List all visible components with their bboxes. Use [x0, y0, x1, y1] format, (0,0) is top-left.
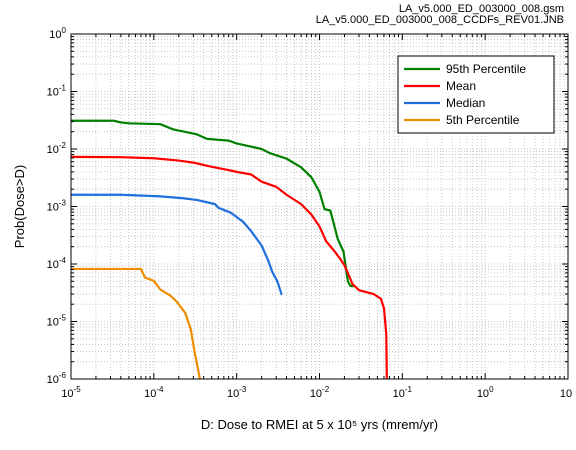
y-tick-label: 10-5 [47, 314, 67, 329]
x-tick-label: 10 [560, 388, 572, 400]
legend-label: 95th Percentile [446, 62, 526, 76]
series-line-95th-percentile [71, 119, 355, 288]
source-file-label: LA_v5.000_ED_003000_008.gsm [398, 3, 564, 15]
y-tick-label: 10-6 [47, 371, 67, 386]
legend-label: Median [446, 96, 485, 110]
y-axis-label: Prob(Dose>D) [12, 165, 27, 248]
x-tick-label: 100 [477, 385, 494, 400]
series-line-median [71, 193, 283, 296]
y-tick-label: 100 [49, 26, 66, 41]
x-tick-label: 10-5 [61, 385, 81, 400]
y-tick-label: 10-1 [47, 84, 67, 99]
y-tick-label: 10-4 [47, 256, 67, 271]
notebook-file-label: LA_v5.000_ED_003000_008_CCDFs_REV01.JNB [315, 14, 564, 26]
x-tick-label: 10-4 [144, 385, 164, 400]
x-tick-label: 10-3 [227, 385, 247, 400]
series-line-5th-percentile [71, 267, 201, 380]
x-axis-label: D: Dose to RMEI at 5 x 10⁵ yrs (mrem/yr) [201, 417, 438, 432]
axis-ticks [70, 33, 569, 380]
legend-label: 5th Percentile [446, 113, 520, 127]
y-tick-label: 10-2 [47, 141, 67, 156]
x-tick-label: 10-2 [310, 385, 330, 400]
x-tick-label: 10-1 [393, 385, 413, 400]
legend-label: Mean [446, 79, 476, 93]
series-line-mean [70, 155, 388, 380]
y-tick-label: 10-3 [47, 199, 67, 214]
legend: 95th Percentile Mean Median 5th Percentile [397, 55, 555, 134]
